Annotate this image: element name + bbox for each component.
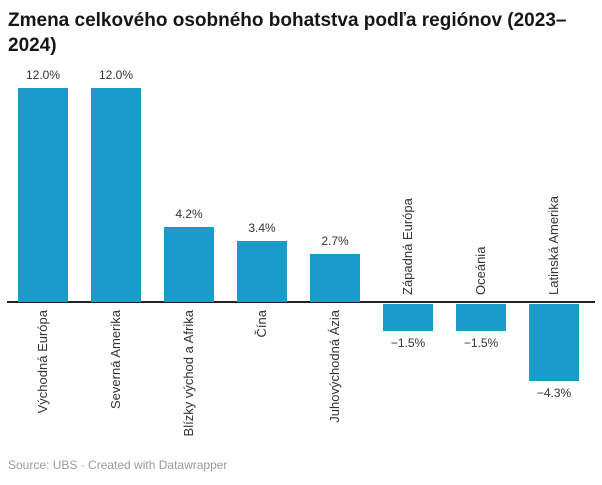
bar — [91, 88, 141, 302]
bar-value-label: 2.7% — [321, 234, 349, 248]
bar — [456, 303, 506, 331]
bar-category-label: Juhovýchodná Ázia — [327, 310, 342, 423]
bar-value-label: 12.0% — [98, 68, 134, 82]
bar-category-label: Čína — [254, 310, 269, 338]
bar-value-label: 12.0% — [25, 68, 61, 82]
bar-category-label: Východná Európa — [35, 310, 50, 414]
bar-category-label: Oceánia — [473, 246, 488, 295]
bar-value-label: −4.3% — [536, 386, 572, 400]
bar — [310, 254, 360, 302]
bar — [18, 88, 68, 302]
bar — [529, 303, 579, 381]
source-attribution: Source: UBS · Created with Datawrapper — [8, 458, 228, 472]
bar-category-label: Latinská Amerika — [546, 196, 561, 295]
bar-value-label: −1.5% — [463, 336, 499, 350]
bar — [383, 303, 433, 331]
bar — [164, 227, 214, 302]
bar — [237, 241, 287, 302]
bar-category-label: Severná Amerika — [108, 310, 123, 409]
bar-value-label: 3.4% — [248, 221, 276, 235]
zero-axis-line — [7, 301, 595, 303]
bar-category-label: Západná Európa — [400, 198, 415, 295]
chart-title: Zmena celkového osobného bohatstva podľa… — [8, 10, 567, 57]
bar-category-label: Blízky východ a Afrika — [181, 310, 196, 437]
bar-value-label: −1.5% — [390, 336, 426, 350]
bar-value-label: 4.2% — [175, 207, 203, 221]
